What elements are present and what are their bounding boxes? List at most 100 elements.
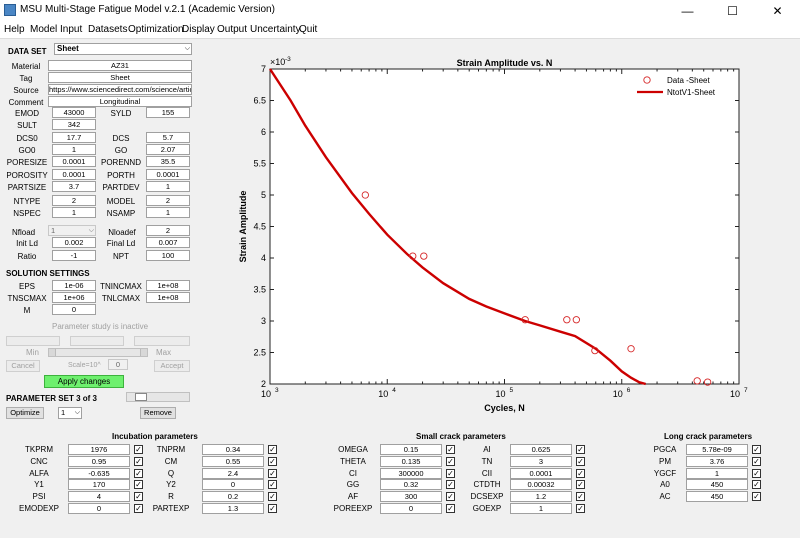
q-checkbox[interactable]: ✓ [268, 468, 277, 478]
tn-input[interactable]: 3 [510, 455, 572, 467]
menu-datasets[interactable]: Datasets [88, 24, 128, 35]
cm-input[interactable]: 0.55 [202, 455, 264, 467]
ac-checkbox[interactable]: ✓ [752, 492, 761, 502]
menu-help[interactable]: Help [4, 24, 25, 35]
menu-uncertainty[interactable]: Uncertainty [250, 24, 301, 35]
pgca-input[interactable]: 5.78e-09 [686, 444, 748, 455]
cnc-checkbox[interactable]: ✓ [134, 456, 143, 466]
nloadef-input[interactable]: 2 [146, 225, 190, 236]
menu-input[interactable]: Input [60, 24, 83, 35]
npt-input[interactable]: 100 [146, 250, 190, 261]
af-input[interactable]: 300 [380, 491, 442, 503]
ygcf-checkbox[interactable]: ✓ [752, 468, 761, 478]
dataset-select[interactable]: Sheet ⌵ [54, 43, 192, 55]
optimize-button[interactable]: Optimize [6, 407, 44, 419]
cii-checkbox[interactable]: ✓ [576, 468, 585, 478]
ai-input[interactable]: 0.625 [510, 444, 572, 455]
close-button[interactable]: ✕ [772, 4, 783, 18]
source-field[interactable]: https://www.sciencedirect.com/science/ar… [48, 84, 192, 95]
partsize-input[interactable]: 3.7 [52, 180, 96, 192]
menu-output[interactable]: Output [217, 24, 248, 35]
ctdth-input[interactable]: 0.00032 [510, 479, 572, 491]
omega-checkbox[interactable]: ✓ [446, 445, 455, 454]
pgca-checkbox[interactable]: ✓ [752, 445, 761, 454]
eps-input[interactable]: 1e-06 [52, 280, 96, 291]
parameter-set-slider[interactable] [126, 392, 190, 402]
go0-input[interactable]: 1 [52, 143, 96, 155]
ratio-input[interactable]: -1 [52, 250, 96, 261]
cnc-input[interactable]: 0.95 [68, 455, 130, 467]
tnprm-checkbox[interactable]: ✓ [268, 445, 277, 454]
gg-checkbox[interactable]: ✓ [446, 480, 455, 490]
ci-checkbox[interactable]: ✓ [446, 468, 455, 478]
cm-checkbox[interactable]: ✓ [268, 456, 277, 466]
pm-input[interactable]: 3.76 [686, 455, 748, 467]
porosity-input[interactable]: 0.0001 [52, 168, 96, 180]
nsamp-input[interactable]: 1 [146, 207, 190, 218]
af-checkbox[interactable]: ✓ [446, 492, 455, 502]
comment-field[interactable]: Longitudinal [48, 96, 192, 107]
cii-input[interactable]: 0.0001 [510, 467, 572, 479]
tag-field[interactable]: Sheet [48, 72, 192, 83]
ctdth-checkbox[interactable]: ✓ [576, 480, 585, 490]
dcsexp-input[interactable]: 1.2 [510, 491, 572, 503]
partexp-input[interactable]: 1.3 [202, 503, 264, 514]
y1-input[interactable]: 170 [68, 479, 130, 491]
tkprm-checkbox[interactable]: ✓ [134, 445, 143, 454]
gg-input[interactable]: 0.32 [380, 479, 442, 491]
poreexp-checkbox[interactable]: ✓ [446, 504, 455, 513]
nspec-input[interactable]: 1 [52, 207, 96, 218]
alfa-input[interactable]: -0.635 [68, 467, 130, 479]
final-ld-input[interactable]: 0.007 [146, 237, 190, 248]
y1-checkbox[interactable]: ✓ [134, 480, 143, 490]
tn-checkbox[interactable]: ✓ [576, 456, 585, 466]
syld-input[interactable]: 155 [146, 107, 190, 118]
theta-input[interactable]: 0.135 [380, 455, 442, 467]
ac-input[interactable]: 450 [686, 491, 748, 503]
minimize-button[interactable]: — [681, 4, 694, 18]
emodexp-input[interactable]: 0 [68, 503, 130, 514]
poreexp-input[interactable]: 0 [380, 503, 442, 514]
poresize-input[interactable]: 0.0001 [52, 156, 96, 168]
alfa-checkbox[interactable]: ✓ [134, 468, 143, 478]
emod-input[interactable]: 43000 [52, 107, 96, 118]
r-checkbox[interactable]: ✓ [268, 492, 277, 502]
slider-thumb[interactable] [135, 393, 147, 401]
maximize-button[interactable]: ☐ [727, 4, 738, 18]
goexp-input[interactable]: 1 [510, 503, 572, 514]
ygcf-input[interactable]: 1 [686, 467, 748, 479]
theta-checkbox[interactable]: ✓ [446, 456, 455, 466]
ci-input[interactable]: 300000 [380, 467, 442, 479]
menu-display[interactable]: Display [182, 24, 215, 35]
porth-input[interactable]: 0.0001 [146, 168, 190, 180]
a0-input[interactable]: 450 [686, 479, 748, 491]
psi-checkbox[interactable]: ✓ [134, 492, 143, 502]
parameter-set-select[interactable]: 1 ⌵ [58, 407, 82, 419]
omega-input[interactable]: 0.15 [380, 444, 442, 455]
menu-model[interactable]: Model [30, 24, 58, 35]
tnlcmax-input[interactable]: 1e+08 [146, 292, 190, 303]
tnincmax-input[interactable]: 1e+08 [146, 280, 190, 291]
dcs-input[interactable]: 5.7 [146, 131, 190, 143]
m-input[interactable]: 0 [52, 304, 96, 315]
menu-optimization[interactable]: Optimization [128, 24, 184, 35]
remove-button[interactable]: Remove [140, 407, 176, 419]
goexp-checkbox[interactable]: ✓ [576, 504, 585, 513]
apply-changes-button[interactable]: Apply changes [44, 375, 124, 388]
partexp-checkbox[interactable]: ✓ [268, 504, 277, 513]
y2-checkbox[interactable]: ✓ [268, 480, 277, 490]
tnscmax-input[interactable]: 1e+06 [52, 292, 96, 303]
go-input[interactable]: 2.07 [146, 143, 190, 155]
init-ld-input[interactable]: 0.002 [52, 237, 96, 248]
sult-input[interactable]: 342 [52, 119, 96, 131]
a0-checkbox[interactable]: ✓ [752, 480, 761, 490]
ntype-input[interactable]: 2 [52, 195, 96, 206]
r-input[interactable]: 0.2 [202, 491, 264, 503]
partdev-input[interactable]: 1 [146, 180, 190, 192]
y2-input[interactable]: 0 [202, 479, 264, 491]
menu-quit[interactable]: Quit [299, 24, 318, 35]
porennd-input[interactable]: 35.5 [146, 156, 190, 168]
tnprm-input[interactable]: 0.34 [202, 444, 264, 455]
tkprm-input[interactable]: 1976 [68, 444, 130, 455]
emodexp-checkbox[interactable]: ✓ [134, 504, 143, 513]
